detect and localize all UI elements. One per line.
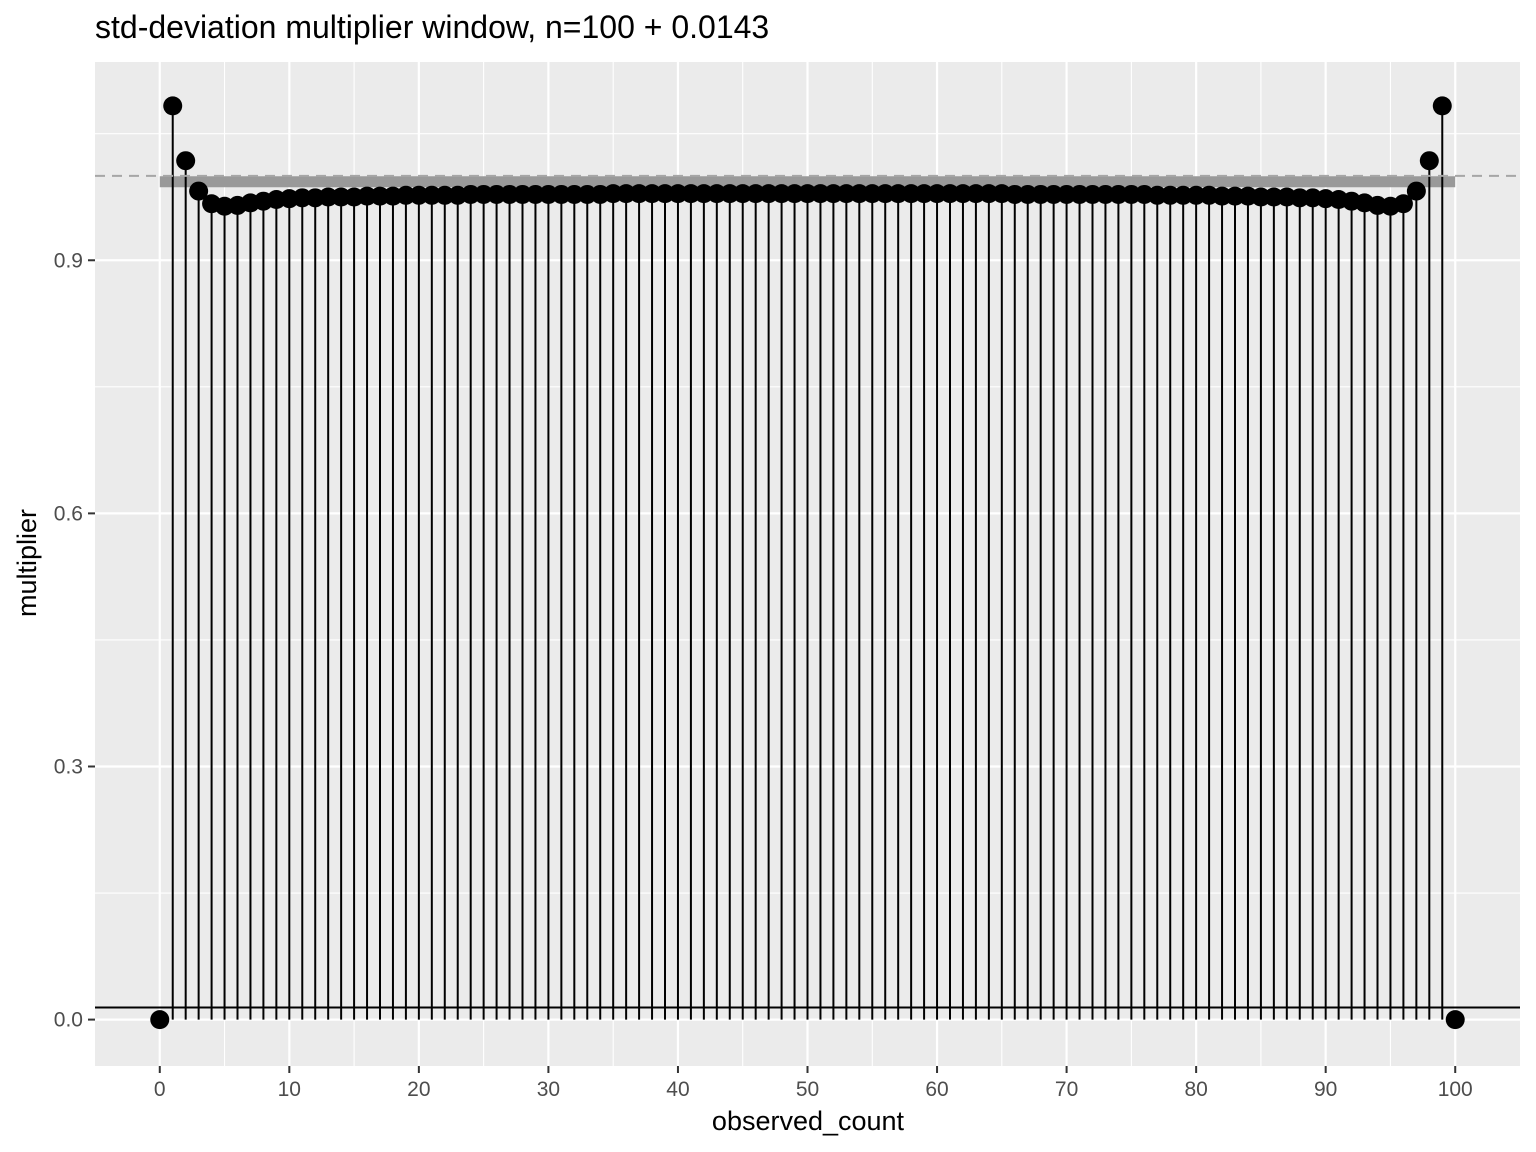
x-axis: 0 10 20 30 40 50 60 70 80 90 100 [154, 1066, 1473, 1101]
data-point [176, 151, 196, 171]
x-tick-label: 0 [154, 1078, 166, 1101]
data-point [1406, 181, 1426, 201]
x-tick-label: 40 [666, 1078, 689, 1101]
x-axis-title: observed_count [712, 1106, 905, 1136]
x-tick-label: 30 [537, 1078, 560, 1101]
reference-lines [95, 174, 1520, 1009]
x-tick-label: 20 [407, 1078, 430, 1101]
y-tick-label: 0.9 [54, 249, 83, 272]
data-point [163, 96, 183, 116]
x-tick-label: 10 [278, 1078, 301, 1101]
y-axis: 0.0 0.3 0.6 0.9 [54, 249, 95, 1032]
x-tick-label: 70 [1055, 1078, 1078, 1101]
data-point [189, 181, 209, 201]
stems [171, 105, 1444, 1020]
x-tick-label: 50 [796, 1078, 819, 1101]
x-tick-label: 90 [1314, 1078, 1337, 1101]
y-tick-label: 0.0 [54, 1009, 83, 1032]
y-axis-title: multiplier [12, 509, 42, 617]
y-tick-label: 0.6 [54, 502, 83, 525]
x-tick-label: 80 [1184, 1078, 1207, 1101]
y-tick-label: 0.3 [54, 755, 83, 778]
data-point [1432, 96, 1452, 116]
chart-title: std-deviation multiplier window, n=100 +… [95, 9, 769, 45]
data-point [150, 1010, 170, 1030]
data-point [1393, 194, 1413, 214]
x-tick-label: 60 [925, 1078, 948, 1101]
x-tick-label: 100 [1438, 1078, 1473, 1101]
data-point [1445, 1010, 1465, 1030]
points [150, 96, 1465, 1030]
data-point [1419, 151, 1439, 171]
